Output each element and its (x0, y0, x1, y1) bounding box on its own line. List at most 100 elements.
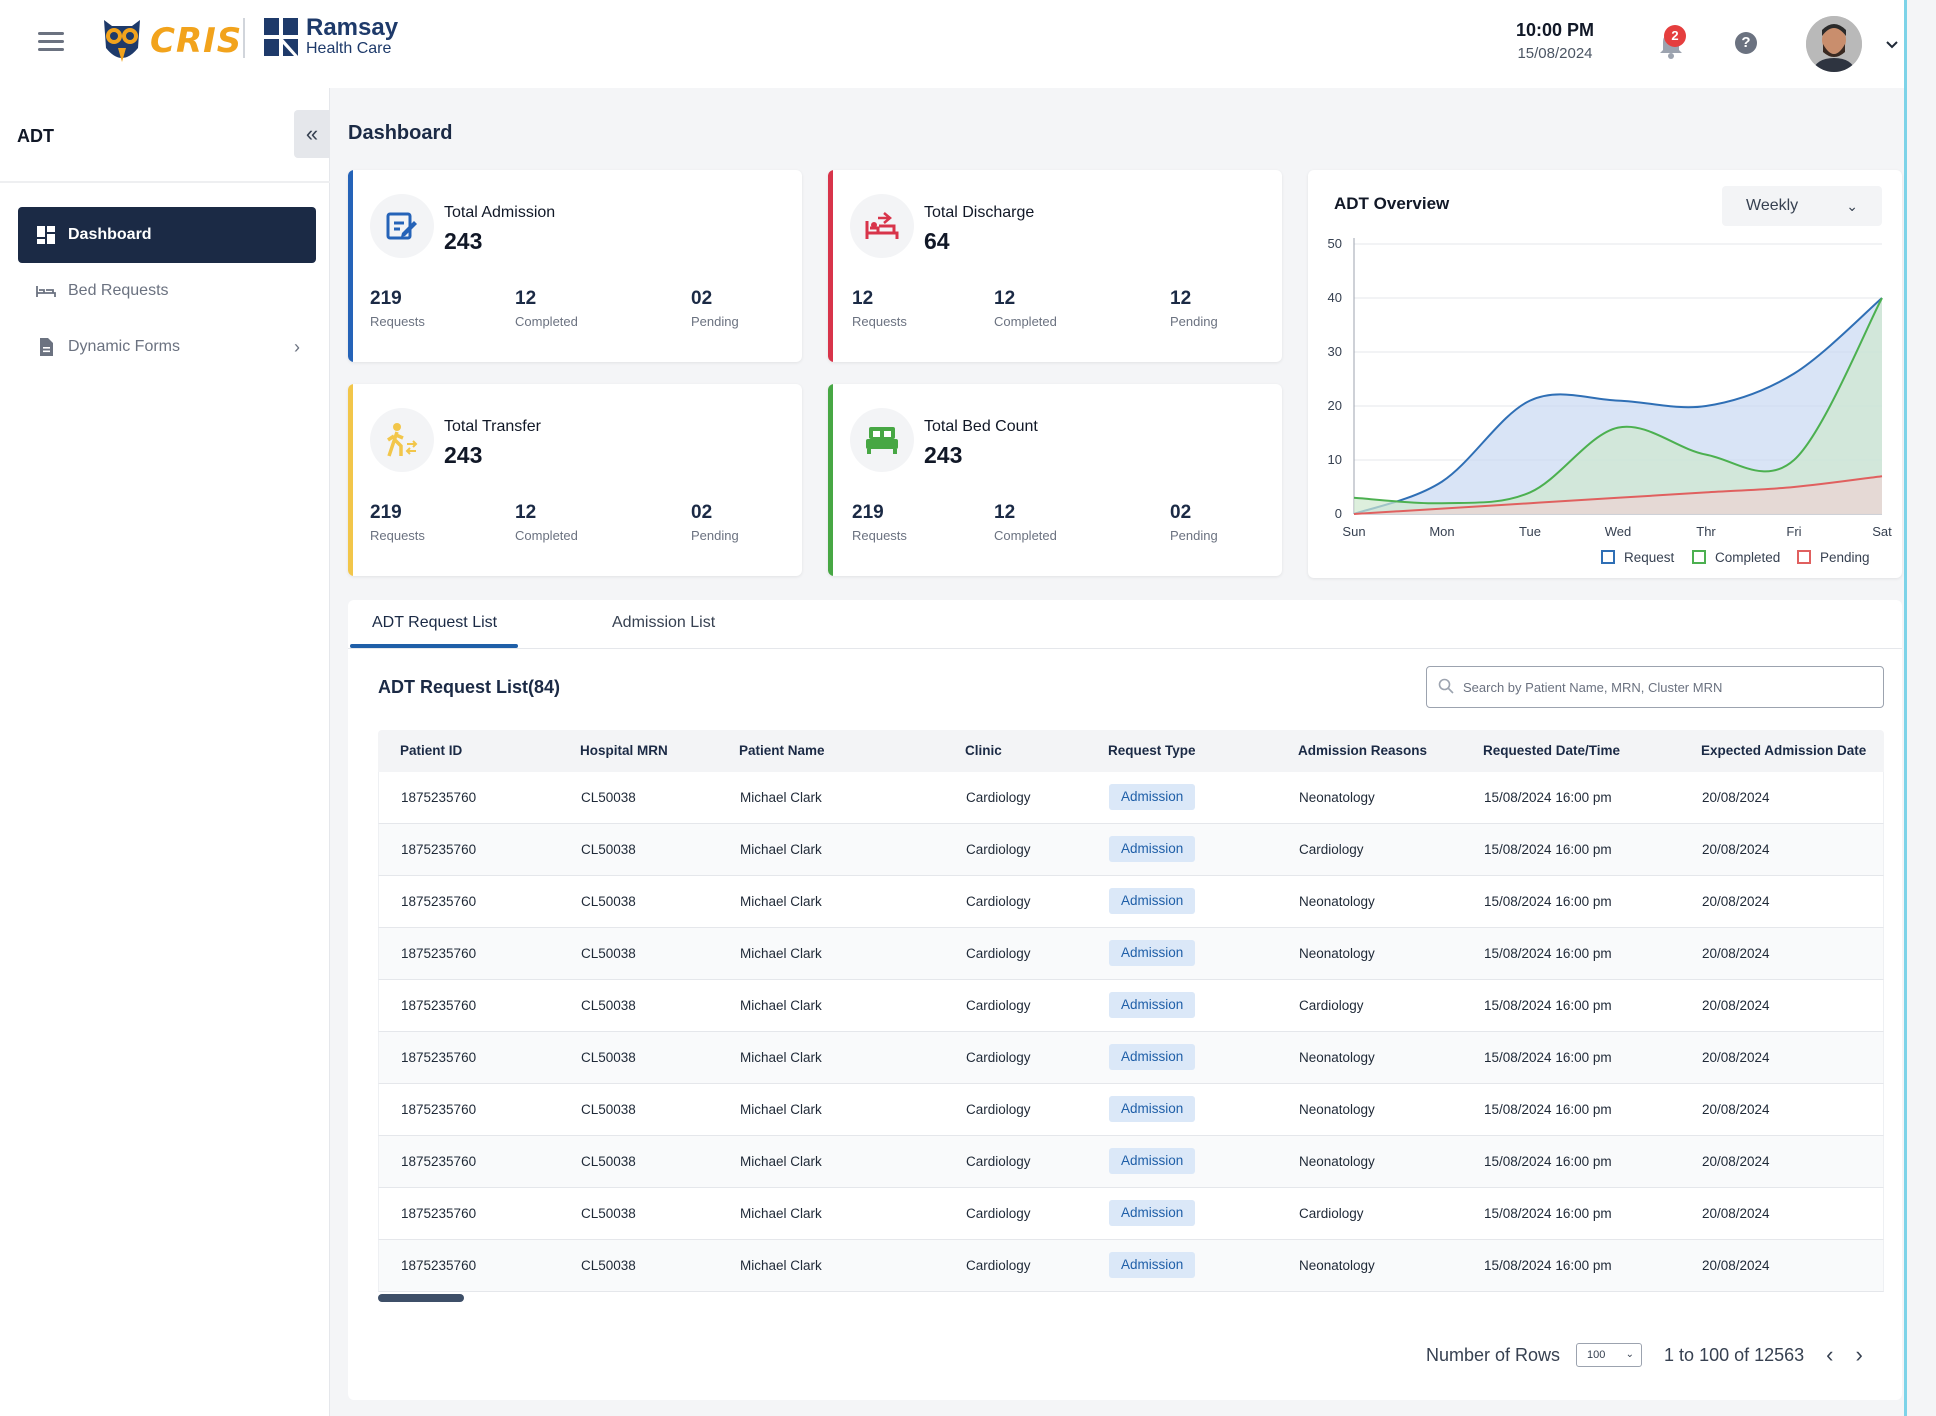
table-cell: Michael Clark (740, 1102, 822, 1117)
table-cell: CL50038 (581, 894, 636, 909)
sidebar-item-dashboard[interactable]: Dashboard (18, 207, 316, 263)
y-tick-label: 20 (1328, 398, 1342, 413)
table-cell: 1875235760 (401, 842, 477, 857)
column-header[interactable]: Expected Admission Date (1701, 743, 1867, 758)
total-discharge-card[interactable]: Total Discharge 64 12 Requests 12 Complete… (828, 170, 1282, 362)
brand-name: Ramsay (306, 14, 399, 41)
column-header[interactable]: Clinic (965, 743, 1002, 758)
table-cell: Cardiology (1299, 842, 1364, 857)
bed-count-icon (850, 408, 914, 472)
table-cell: 1875235760 (401, 1258, 477, 1273)
tab-admission-list[interactable]: Admission List (612, 614, 716, 631)
table-row[interactable]: 1875235760 CL50038 Michael Clark Cardiology… (378, 824, 1884, 876)
requests-count: 12 (852, 288, 874, 309)
table-cell: CL50038 (581, 1050, 636, 1065)
divider (348, 648, 1902, 649)
requests-label: Requests (852, 314, 907, 329)
table-cell: 20/08/2024 (1702, 790, 1770, 805)
series-line-completed (1353, 297, 1883, 505)
horizontal-scrollbar[interactable] (378, 1294, 464, 1302)
card-label: Total Admission (444, 204, 556, 221)
x-tick-label: Fri (1786, 524, 1801, 539)
pending-label: Pending (691, 528, 739, 543)
chevron-down-icon[interactable] (1884, 36, 1900, 52)
card-accent (348, 384, 353, 576)
completed-label: Completed (994, 528, 1057, 543)
table-header: Patient ID Hospital MRN Patient Name Cli… (378, 730, 1884, 772)
period-dropdown[interactable]: Weekly ⌄ (1722, 186, 1882, 226)
y-tick-label: 30 (1328, 344, 1342, 359)
request-type-badge: Admission (1109, 836, 1196, 862)
x-tick-label: Sat (1872, 524, 1892, 539)
table-cell: 20/08/2024 (1702, 1258, 1770, 1273)
legend-swatch (1692, 550, 1706, 564)
help-icon[interactable]: ? (1735, 32, 1757, 54)
table-row[interactable]: 1875235760 CL50038 Michael Clark Cardiology… (378, 772, 1884, 824)
x-tick-label: Wed (1605, 524, 1632, 539)
cris-logo-text: CRIS (150, 21, 243, 61)
search-input[interactable] (1426, 666, 1884, 708)
tab-adt-request-list[interactable]: ADT Request List (372, 614, 498, 631)
previous-page-button[interactable]: ‹ (1826, 1342, 1834, 1367)
rows-per-page-select[interactable]: 100 ⌄ (1576, 1343, 1643, 1367)
table-cell: 15/08/2024 16:00 pm (1484, 1206, 1612, 1221)
table-cell: Cardiology (966, 1050, 1031, 1065)
table-row[interactable]: 1875235760 CL50038 Michael Clark Cardiology… (378, 1032, 1884, 1084)
hamburger-menu-icon[interactable] (38, 32, 64, 54)
table-row[interactable]: 1875235760 CL50038 Michael Clark Cardiology… (378, 928, 1884, 980)
table-row[interactable]: 1875235760 CL50038 Michael Clark Cardiology… (378, 1136, 1884, 1188)
table-row[interactable]: 1875235760 CL50038 Michael Clark Cardiology… (378, 1240, 1884, 1292)
total-transfer-card[interactable]: Total Transfer 243 219 Requests 12 Complet… (348, 384, 802, 576)
clock: 10:00 PM 15/08/2024 (1490, 20, 1620, 62)
table-row[interactable]: 1875235760 CL50038 Michael Clark Cardiology… (378, 1188, 1884, 1240)
y-tick-label: 10 (1328, 452, 1342, 467)
period-value: Weekly (1746, 197, 1799, 214)
avatar[interactable] (1806, 16, 1862, 72)
table-cell: 15/08/2024 16:00 pm (1484, 1258, 1612, 1273)
table-cell: 1875235760 (401, 1154, 477, 1169)
table-cell: Neonatology (1299, 946, 1375, 961)
total-bed-count-card[interactable]: Total Bed Count 243 219 Requests 12 Comple… (828, 384, 1282, 576)
completed-count: 12 (515, 288, 537, 309)
table-cell: Neonatology (1299, 894, 1375, 909)
adt-overview-chart: 0 10 20 30 40 50 Sun Mon Tue Wed Thr Fri Sat Request C… (1328, 236, 1893, 565)
sidebar-item-bed-requests[interactable]: Bed Requests (18, 263, 316, 319)
pending-label: Pending (1170, 528, 1218, 543)
table-cell: 20/08/2024 (1702, 1102, 1770, 1117)
total-admission-card[interactable]: Total Admission 243 219 Requests 12 Comple… (348, 170, 802, 362)
column-header[interactable]: Requested Date/Time (1483, 743, 1621, 758)
transfer-icon (370, 408, 434, 472)
column-header[interactable]: Request Type (1108, 743, 1196, 758)
request-type-badge: Admission (1109, 992, 1196, 1018)
table-body: 1875235760 CL50038 Michael Clark Cardiology… (378, 772, 1884, 1292)
bed-icon (36, 286, 56, 297)
list-title: ADT Request List(84) (378, 677, 561, 697)
table-cell: Cardiology (966, 998, 1031, 1013)
x-tick-label: Tue (1519, 524, 1541, 539)
column-header[interactable]: Patient Name (739, 743, 825, 758)
table-cell: 15/08/2024 16:00 pm (1484, 790, 1612, 805)
table-cell: Michael Clark (740, 1154, 822, 1169)
chevron-down-icon: ⌄ (1846, 198, 1858, 214)
table-cell: Michael Clark (740, 842, 822, 857)
sidebar-item-dynamic-forms[interactable]: Dynamic Forms › (18, 319, 316, 375)
table-cell: 15/08/2024 16:00 pm (1484, 998, 1612, 1013)
table-cell: 15/08/2024 16:00 pm (1484, 1154, 1612, 1169)
search-icon (1438, 678, 1454, 694)
column-header[interactable]: Hospital MRN (580, 743, 668, 758)
table-cell: Cardiology (1299, 998, 1364, 1013)
table-cell: 15/08/2024 16:00 pm (1484, 946, 1612, 961)
table-cell: 15/08/2024 16:00 pm (1484, 1102, 1612, 1117)
window-edge (1904, 0, 1907, 1416)
column-header[interactable]: Admission Reasons (1298, 743, 1428, 758)
column-header[interactable]: Patient ID (400, 743, 463, 758)
y-tick-label: 0 (1335, 506, 1342, 521)
table-row[interactable]: 1875235760 CL50038 Michael Clark Cardiology… (378, 980, 1884, 1032)
adt-overview-card: 0 10 20 30 40 50 Sun Mon Tue Wed Thr Fri Sat Request C… (1308, 170, 1902, 578)
next-page-button[interactable]: › (1855, 1342, 1863, 1367)
table-row[interactable]: 1875235760 CL50038 Michael Clark Cardiology… (378, 1084, 1884, 1136)
table-cell: Michael Clark (740, 946, 822, 961)
table-row[interactable]: 1875235760 CL50038 Michael Clark Cardiology… (378, 876, 1884, 928)
collapse-sidebar-button[interactable]: « (294, 110, 330, 158)
card-accent (828, 384, 833, 576)
